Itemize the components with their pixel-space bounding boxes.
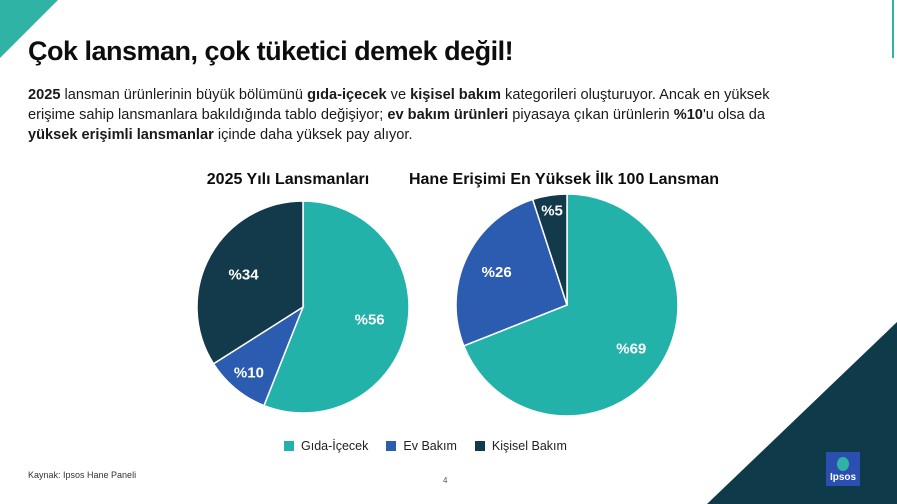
page-number: 4 <box>443 476 448 485</box>
slice-label: %34 <box>229 266 260 283</box>
slide-title: Çok lansman, çok tüketici demek değil! <box>28 36 514 66</box>
subtitle-part-9: 'u olsa da <box>702 107 765 123</box>
legend-swatch <box>386 441 397 451</box>
edge-decoration-right <box>892 0 894 58</box>
legend-item-2: Kişisel Bakım <box>474 439 567 453</box>
slide-subtitle: 2025 lansman ürünlerinin büyük bölümünü … <box>28 85 788 145</box>
pie-slice-ev-bak-m <box>455 198 568 347</box>
logo-mark-icon <box>837 457 849 471</box>
legend-swatch <box>284 441 294 451</box>
slice-label: %26 <box>482 264 512 281</box>
slice-label: %56 <box>355 312 385 329</box>
subtitle-part-11: içinde daha yüksek pay alıyor. <box>213 127 413 143</box>
subtitle-part-1: lansman ürünlerinin büyük bölümünü <box>60 87 308 103</box>
slice-label: %5 <box>541 203 563 220</box>
legend-label: Gıda-İçecek <box>301 439 369 453</box>
subtitle-part-7: piyasaya çıkan ürünlerin <box>508 107 674 123</box>
logo-text: Ipsos <box>829 472 857 483</box>
corner-decoration-top-left <box>0 0 58 58</box>
legend-swatch <box>474 441 485 451</box>
legend-label: Kişisel Bakım <box>491 439 567 453</box>
subtitle-part-6: ev bakım ürünleri <box>387 107 509 123</box>
pie-chart-top-100-reach: %69 %26 %5 <box>455 193 679 417</box>
subtitle-part-4: kişisel bakım <box>410 87 501 103</box>
subtitle-part-2: gıda-içecek <box>307 87 387 103</box>
subtitle-part-5: kategorileri oluşturuyor. Ancak en yükse… <box>28 87 770 123</box>
chart-1-title: 2025 Yılı Lansmanları <box>206 171 370 188</box>
legend-item-0: Gıda-İçecek <box>284 439 368 453</box>
legend-label: Ev Bakım <box>403 439 457 453</box>
pie-slice-g-da-i-ecek <box>462 193 679 417</box>
slice-label: %69 <box>616 341 646 358</box>
subtitle-part-10: yüksek erişimli lansmanlar <box>28 127 214 143</box>
source-note: Kaynak: Ipsos Hane Paneli <box>28 470 137 480</box>
pie-chart-2025-launches: %56 %10 %34 <box>196 200 410 414</box>
pie-slice-ki-isel-bak-m <box>196 200 304 365</box>
legend-item-1: Ev Bakım <box>386 439 457 453</box>
pie-slice-g-da-i-ecek <box>263 200 410 414</box>
pie-slice-ki-isel-bak-m <box>531 193 568 306</box>
ipsos-logo: Ipsos <box>826 452 860 486</box>
corner-decoration-bottom-right <box>707 322 897 504</box>
chart-2-title: Hane Erişimi En Yüksek İlk 100 Lansman <box>408 171 720 188</box>
slice-label: %10 <box>234 364 264 381</box>
subtitle-part-3: ve <box>386 87 411 103</box>
subtitle-part-8: %10 <box>673 107 703 123</box>
subtitle-part-0: 2025 <box>28 87 61 103</box>
chart-legend: Gıda-İçecek Ev Bakım Kişisel Bakım <box>284 439 567 453</box>
